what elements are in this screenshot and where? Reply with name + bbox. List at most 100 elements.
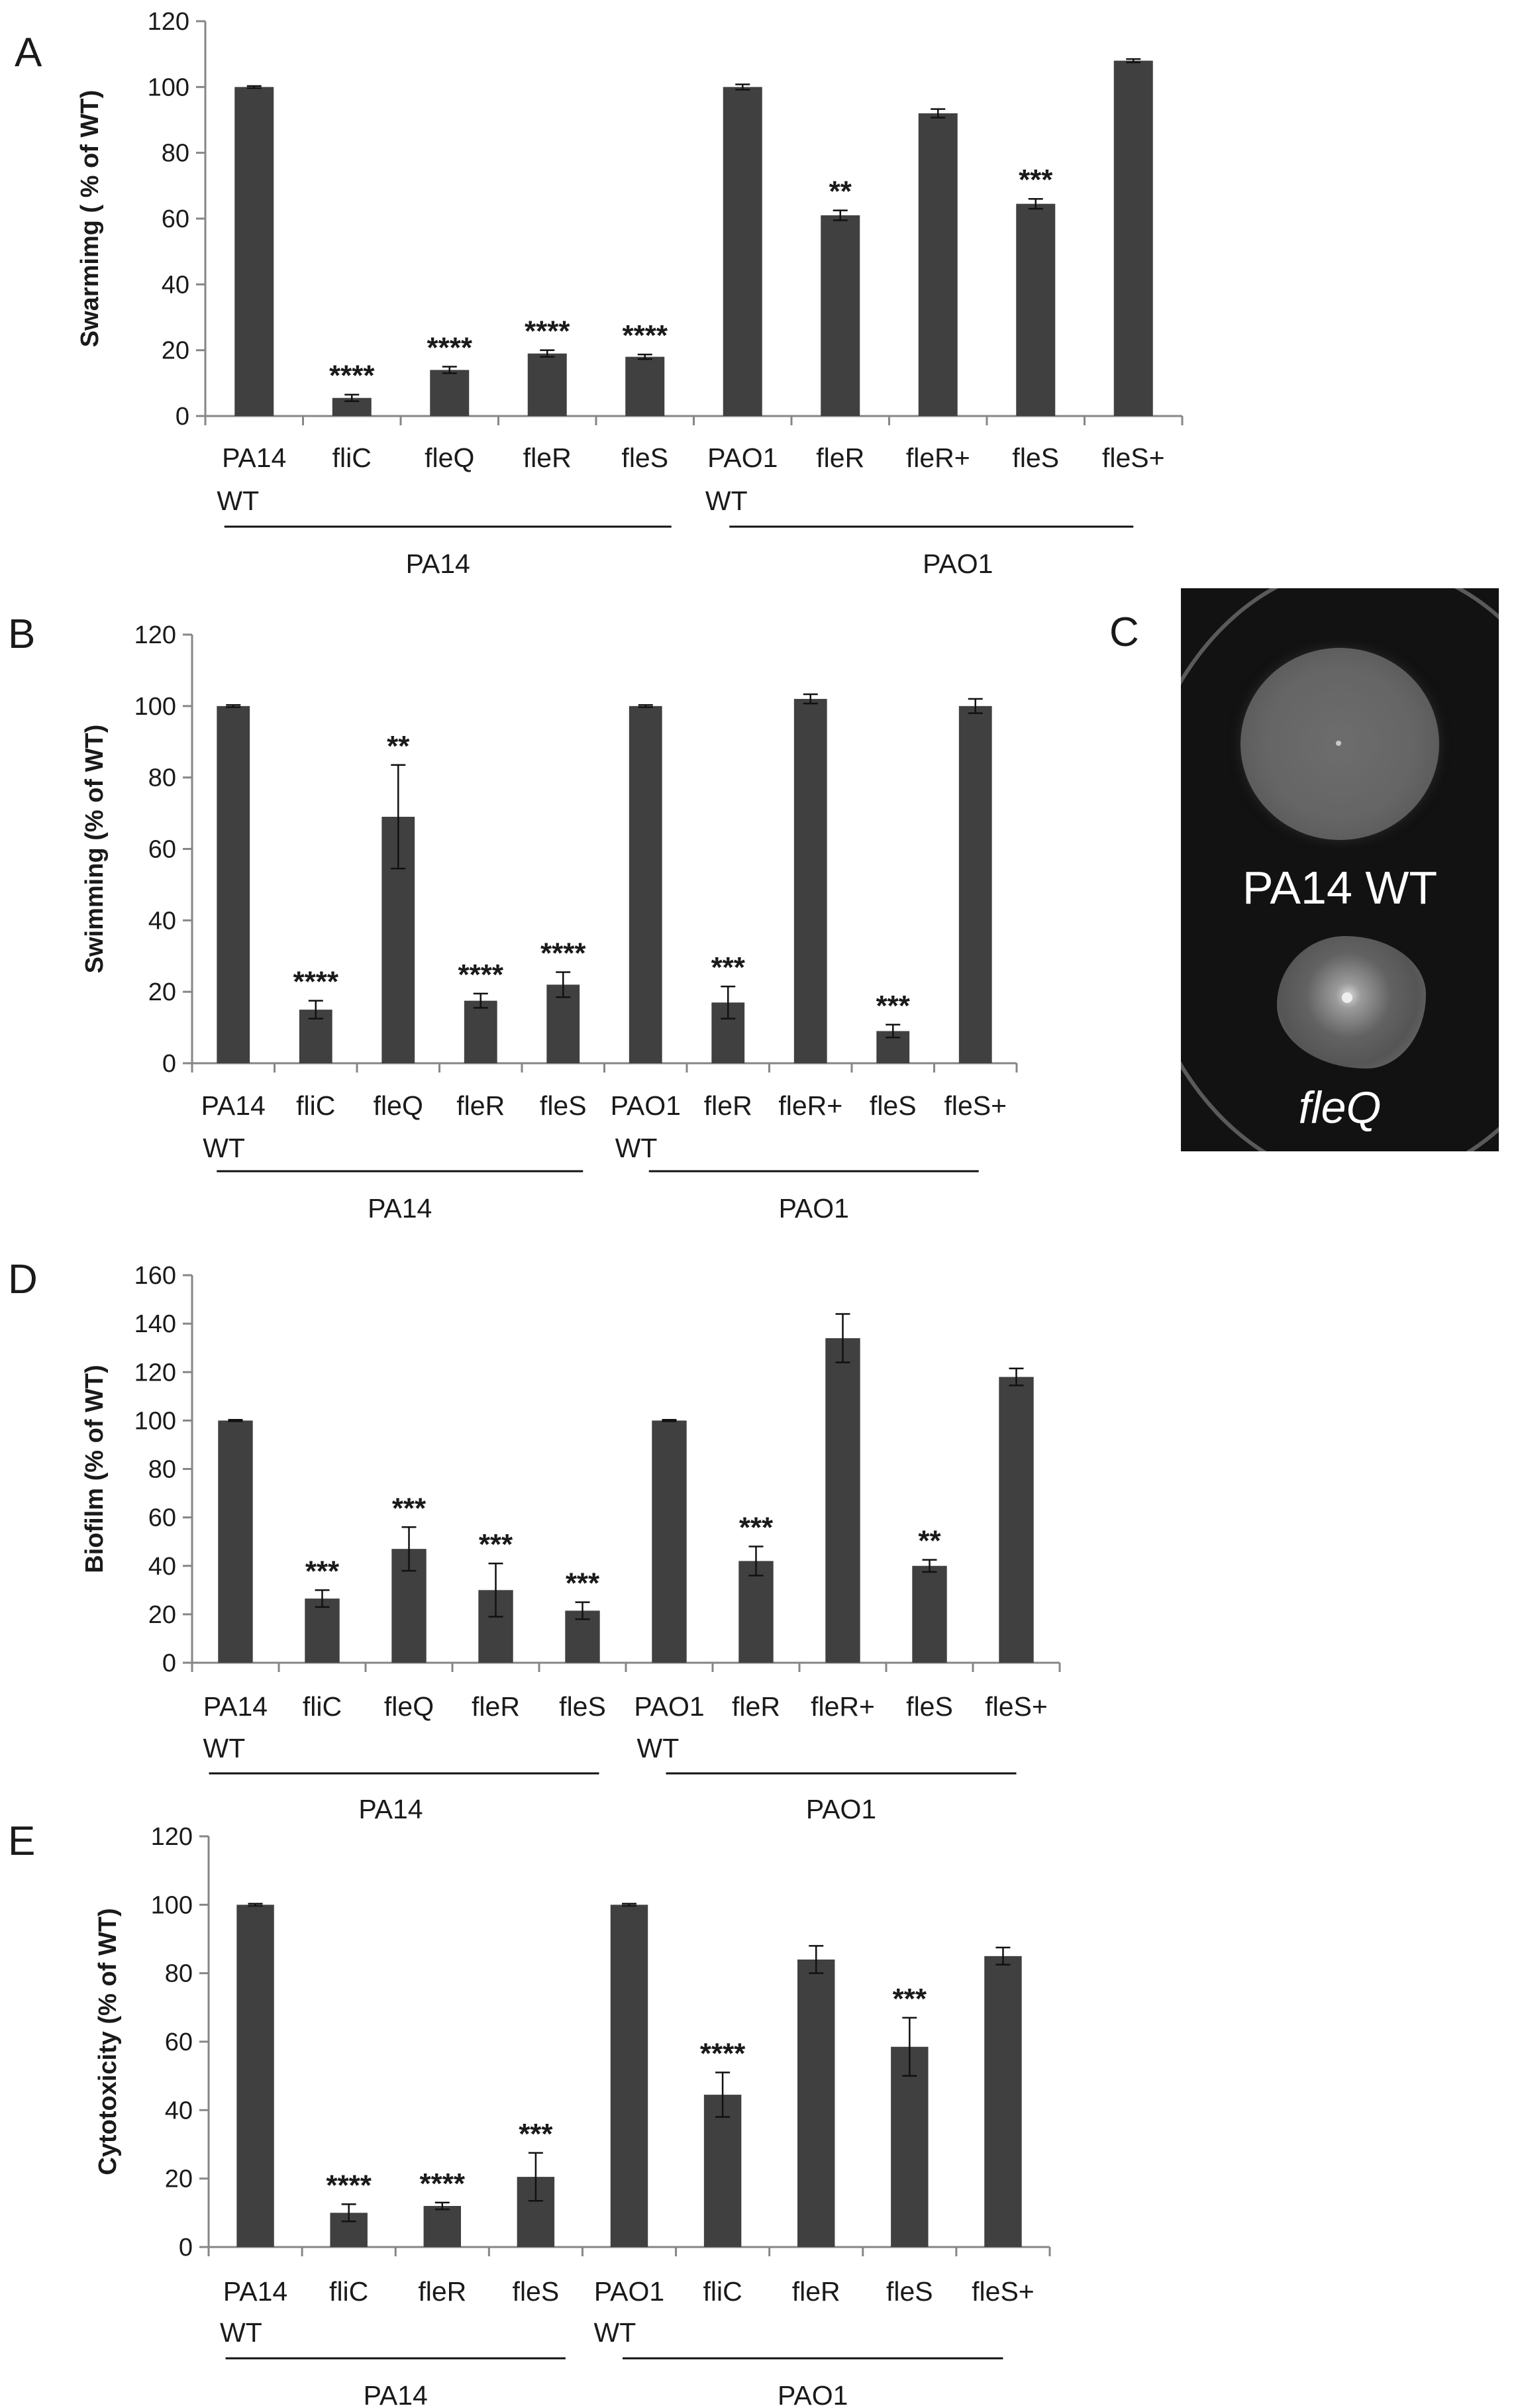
- x-category-label: PA14: [223, 2276, 287, 2307]
- x-category-label: PA14: [222, 443, 286, 473]
- bar-fles: [625, 356, 665, 416]
- panel-letter-a: A: [15, 30, 42, 76]
- x-category-label: fleS: [886, 2276, 933, 2307]
- y-tick-label: 120: [148, 8, 189, 36]
- x-category-sublabel: WT: [217, 486, 259, 516]
- x-category-label: fleR+: [778, 1090, 842, 1121]
- x-category-label: fleQ: [425, 443, 474, 473]
- x-category-label: fleR: [792, 2276, 840, 2307]
- group-label-pao1: PAO1: [778, 2380, 848, 2408]
- x-category-label: fleS+: [1102, 443, 1165, 473]
- x-category-label: fleR: [704, 1090, 752, 1121]
- chart-panel-e: E Cytotoxicity (% of WT) 0 20 40 60 80 100 120 PA…: [8, 1818, 1051, 2408]
- x-category-sublabel: WT: [615, 1133, 658, 1163]
- significance-label: ****: [623, 319, 668, 352]
- x-category-label: fleS: [540, 1090, 587, 1121]
- x-category-label: fleR: [523, 443, 572, 473]
- x-category-label: PA14: [201, 1090, 266, 1121]
- x-category-label: fleR+: [906, 443, 970, 473]
- bar-pa14: [218, 1420, 253, 1663]
- pa14-wt-colony: [1241, 648, 1439, 840]
- y-axis-label: Swimming (% of WT): [81, 725, 109, 974]
- y-tick-label: 100: [148, 74, 189, 101]
- y-tick-label: 100: [151, 1891, 193, 1919]
- bar-pa14: [217, 706, 250, 1063]
- x-category-label: fleS: [513, 2276, 560, 2307]
- group-label-pao1: PAO1: [806, 1794, 876, 1824]
- photo-label-fleq: fleQ: [1298, 1082, 1382, 1133]
- x-category-label: fleS: [621, 443, 668, 473]
- bar-fles: [912, 1565, 947, 1663]
- y-axis-label: Biofilm (% of WT): [81, 1365, 109, 1573]
- x-category-label: fleR: [732, 1691, 780, 1722]
- x-category-sublabel: WT: [705, 486, 748, 516]
- bar-fler-plus: [793, 699, 827, 1063]
- y-tick-label: 0: [162, 1050, 176, 1078]
- significance-label: **: [387, 730, 410, 762]
- x-category-label: fleS+: [972, 2276, 1035, 2307]
- x-category-label: PAO1: [634, 1691, 704, 1722]
- group-label-pao1: PAO1: [779, 1193, 849, 1224]
- x-category-label: fleS: [870, 1090, 917, 1121]
- significance-label: ***: [739, 1512, 774, 1544]
- bar-fler: [527, 353, 567, 416]
- y-tick-label: 40: [148, 907, 176, 935]
- x-category-label: fleS: [1012, 443, 1059, 473]
- bar-pao1: [723, 87, 762, 417]
- significance-label: ****: [329, 360, 375, 392]
- bar-pao1: [629, 706, 662, 1063]
- y-tick-label: 100: [134, 1407, 176, 1435]
- chart-panel-a: A Swarmimg ( % of WT) 0 20 40 60 80 100 120 PA14 W…: [15, 8, 1184, 579]
- panel-letter-e: E: [8, 1818, 35, 1864]
- x-category-sublabel: WT: [594, 2317, 636, 2348]
- x-category-label: fleQ: [384, 1691, 434, 1722]
- x-category-label: PAO1: [611, 1090, 681, 1121]
- y-tick-label: 20: [148, 1601, 176, 1629]
- x-category-label: fleS+: [985, 1691, 1048, 1722]
- bar-pao1: [652, 1420, 687, 1663]
- x-category-label: fleR: [456, 1090, 505, 1121]
- significance-label: ****: [420, 2168, 466, 2200]
- y-tick-label: 100: [134, 693, 176, 721]
- x-category-label: PAO1: [707, 443, 778, 473]
- bar-fles-plus: [999, 1377, 1034, 1663]
- chart-panel-d: D Biofilm (% of WT) 0 20 40 60 80 100 120 140 160 P…: [8, 1257, 1061, 1824]
- significance-label: **: [918, 1525, 941, 1557]
- significance-label: ****: [458, 959, 504, 991]
- bar-fles: [891, 2046, 929, 2247]
- y-tick-label: 0: [162, 1649, 176, 1677]
- bar-flic: [703, 2095, 742, 2247]
- inoculation-point: [1342, 992, 1352, 1003]
- inoculation-point: [1336, 741, 1341, 746]
- photo-label-wt: PA14 WT: [1242, 862, 1438, 914]
- x-category-label: fleR: [418, 2276, 466, 2307]
- significance-label: ****: [293, 966, 339, 998]
- panel-letter-c: C: [1109, 609, 1139, 655]
- x-category-label: fleR: [816, 443, 864, 473]
- y-axis-label: Swarmimg ( % of WT): [76, 90, 104, 347]
- significance-label: ***: [711, 951, 746, 984]
- panel-c-photo: PA14 WT fleQ: [1181, 588, 1499, 1151]
- bar-fles-plus: [958, 706, 992, 1063]
- bar-pa14: [236, 1905, 274, 2247]
- chart-panel-b: B Swimming (% of WT) 0 20 40 60 80 100 120 PA14 WT…: [8, 611, 1018, 1224]
- fleq-colony: [1277, 936, 1426, 1069]
- bar-fler: [464, 1000, 497, 1063]
- significance-label: ***: [392, 1492, 427, 1524]
- x-category-label: fliC: [332, 443, 372, 473]
- y-tick-label: 60: [162, 205, 189, 233]
- y-tick-label: 60: [165, 2028, 193, 2056]
- bar-fles-plus: [984, 1956, 1022, 2247]
- bar-fleq: [430, 370, 470, 416]
- y-tick-label: 140: [134, 1310, 176, 1338]
- y-tick-label: 20: [165, 2166, 193, 2193]
- significance-label: ****: [700, 2038, 746, 2070]
- bar-fles-plus: [1113, 60, 1153, 417]
- significance-label: ****: [540, 937, 586, 970]
- y-tick-label: 80: [148, 764, 176, 792]
- y-tick-label: 0: [179, 2234, 193, 2262]
- y-tick-label: 160: [134, 1262, 176, 1290]
- y-tick-label: 80: [162, 140, 189, 168]
- significance-label: ***: [305, 1555, 340, 1587]
- bar-fler-plus: [918, 113, 958, 417]
